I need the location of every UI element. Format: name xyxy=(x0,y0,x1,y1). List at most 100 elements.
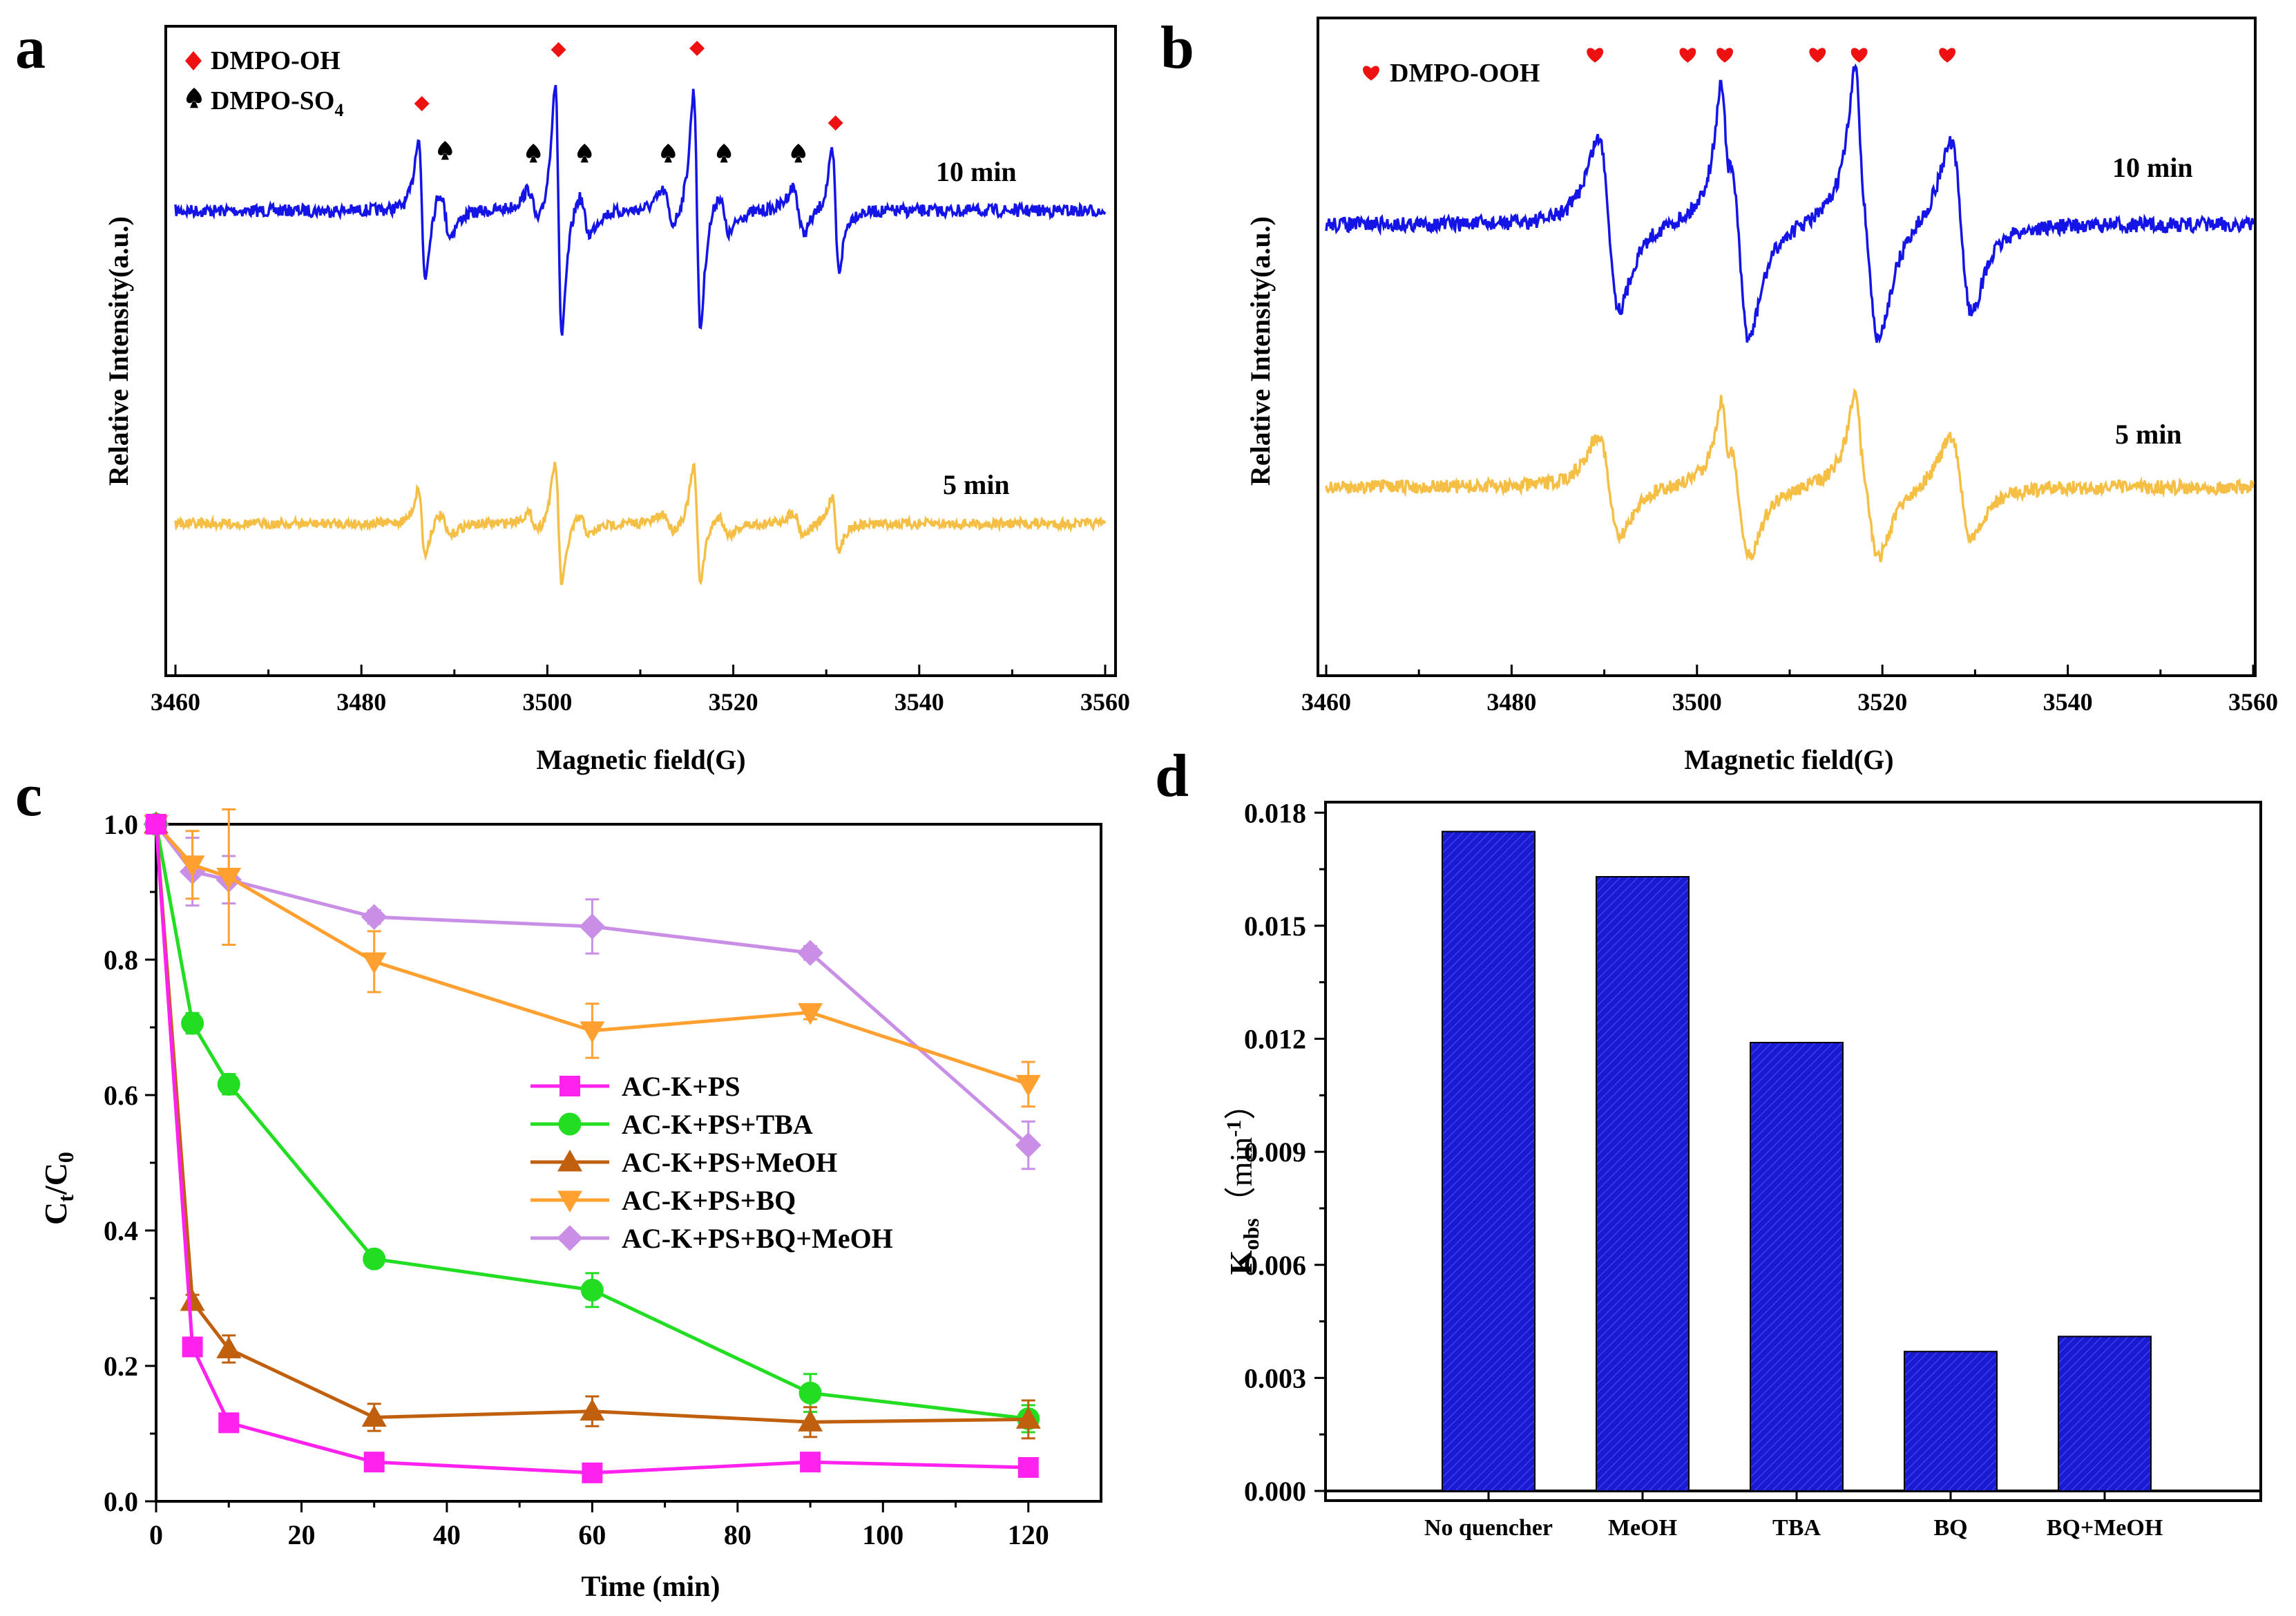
panel-a-x-tick-label: 3500 xyxy=(522,688,572,716)
panel-a-epr-chart: 3460 3480 3500 3520 3540 3560 Magnetic field(… xyxy=(103,25,1130,775)
panel-b-x-tick-label: 3540 xyxy=(2043,688,2093,716)
panel-b-x-tick-label: 3560 xyxy=(2228,688,2278,716)
point-ac-k-ps-meoh xyxy=(216,1336,242,1358)
panel-a-oh-peak-marker xyxy=(414,96,430,111)
panel-b-ooh-peak-marker xyxy=(1587,48,1604,63)
point-ac-k-ps-bq xyxy=(180,855,205,877)
panel-d-category-label-meoh: MeOH xyxy=(1608,1515,1677,1541)
point-ac-k-ps-meoh xyxy=(580,1398,605,1421)
panel-a-frame xyxy=(164,25,1117,677)
panel-b-frame xyxy=(1317,17,2257,677)
panel-b-legend-heart-icon xyxy=(1363,66,1379,81)
point-ac-k-ps xyxy=(582,1462,603,1483)
series-line-ac-k-ps-bq-meoh xyxy=(155,823,1030,1147)
panel-b-series-label-5min: 5 min xyxy=(2115,419,2182,450)
panel-c-x-tick-label: 120 xyxy=(1008,1519,1049,1550)
legend-label-4: AC-K+PS+BQ+MeOH xyxy=(622,1223,893,1254)
point-ac-k-ps-bq xyxy=(580,1021,605,1043)
bar-tba xyxy=(1750,1041,1844,1492)
panel-d-y-tick-label: 0.018 xyxy=(1244,797,1306,828)
point-ac-k-ps-tba xyxy=(363,1247,386,1271)
point-ac-k-ps-tba xyxy=(181,1011,204,1035)
panel-a-x-tick-label: 3520 xyxy=(709,688,758,716)
panel-b-ooh-peak-marker xyxy=(1939,48,1956,63)
panel-a-x-tick-label: 3460 xyxy=(151,688,200,716)
panel-c-x-axis-label: Time (min) xyxy=(581,1571,720,1603)
panel-b-epr-chart: 3460 3480 3500 3520 3540 3560 Magnetic field(… xyxy=(1245,17,2278,775)
point-ac-k-ps-tba xyxy=(217,1072,240,1096)
point-ac-k-ps xyxy=(146,814,166,835)
point-ac-k-ps-meoh xyxy=(798,1409,823,1432)
point-ac-k-ps-bq-meoh xyxy=(361,904,388,931)
legend-marker-1 xyxy=(558,1112,582,1136)
panel-d-y-tick-label: 0.009 xyxy=(1244,1137,1306,1168)
panel-d-category-label-bq: BQ xyxy=(1933,1515,1967,1541)
panel-d-bars xyxy=(1442,830,2152,1492)
point-ac-k-ps-bq xyxy=(1015,1074,1041,1097)
point-ac-k-ps-tba xyxy=(798,1381,822,1405)
panel-d-category-label-tba: TBA xyxy=(1772,1515,1821,1541)
panel-a-x-tick-label: 3480 xyxy=(336,688,386,716)
panel-label-b: b xyxy=(1160,15,1194,82)
bar-meoh xyxy=(1596,875,1690,1492)
panel-d-y-axis-label: Kobs（min-1） xyxy=(1223,1088,1263,1275)
legend-label-0: AC-K+PS xyxy=(622,1071,740,1102)
panel-a-series-5min-line xyxy=(174,462,1107,586)
panel-a-so4-peak-marker xyxy=(577,144,592,163)
legend-marker-4 xyxy=(557,1225,583,1251)
panel-a-x-ticks: 3460 3480 3500 3520 3540 3560 xyxy=(151,665,1130,716)
panel-a-so4-peak-marker xyxy=(661,144,676,163)
panel-c-x-tick-label: 60 xyxy=(578,1519,606,1550)
panel-b-x-tick-label: 3460 xyxy=(1301,688,1351,716)
panel-d-bar-chart: 0.000 0.003 0.006 0.009 0.012 0.015 0.018 No qu… xyxy=(1223,797,2262,1541)
panel-b-series-label-10min: 10 min xyxy=(2112,152,2193,183)
panel-a-oh-peak-marker xyxy=(827,115,843,131)
point-ac-k-ps-bq xyxy=(798,1002,823,1025)
panel-a-peak-markers xyxy=(414,41,843,163)
panel-c-y-tick-label: 0.6 xyxy=(104,1080,138,1111)
panel-a-legend-spade-icon xyxy=(186,88,202,108)
panel-c-kinetics-chart: 0 20 40 60 80 100 120 0.0 0.2 0.4 0.6 0.8 1.0 Time (… xyxy=(38,808,1102,1603)
point-ac-k-ps xyxy=(182,1336,203,1358)
panel-a-series-10min-line xyxy=(174,84,1107,336)
panel-d-y-tick-label: 0.012 xyxy=(1244,1024,1306,1055)
point-ac-k-ps-bq-meoh xyxy=(579,913,606,940)
bar-bq xyxy=(1904,1351,1998,1492)
panel-label-c: c xyxy=(15,762,42,829)
panel-a-so4-peak-marker xyxy=(526,144,541,163)
panel-b-x-tick-label: 3520 xyxy=(1857,688,1907,716)
panel-a-series-label-10min: 10 min xyxy=(936,156,1017,187)
panel-a-so4-peak-marker xyxy=(438,141,452,160)
point-ac-k-ps-bq xyxy=(216,867,242,890)
panel-a-x-tick-label: 3540 xyxy=(895,688,944,716)
panel-d-y-tick-label: 0.003 xyxy=(1244,1362,1306,1394)
panel-d-y-tick-label: 0.000 xyxy=(1244,1476,1306,1507)
bar-no-quencher xyxy=(1442,830,1536,1492)
panel-a-so4-peak-marker xyxy=(716,144,731,163)
point-ac-k-ps-meoh xyxy=(361,1405,387,1427)
panel-a-x-axis-label: Magnetic field(G) xyxy=(536,744,745,775)
panel-b-x-tick-label: 3500 xyxy=(1672,688,1722,716)
panel-b-peak-markers xyxy=(1587,48,1956,63)
legend-label-3: AC-K+PS+BQ xyxy=(622,1185,796,1216)
panel-b-ooh-peak-marker xyxy=(1679,48,1696,63)
panel-b-ooh-peak-marker xyxy=(1850,48,1868,63)
panel-c-y-tick-label: 1.0 xyxy=(104,809,138,840)
panel-c-legend: AC-K+PS AC-K+PS+TBA AC-K+PS+MeOH AC-K+PS+BQ… xyxy=(530,1071,893,1254)
panel-b-x-ticks: 3460 3480 3500 3520 3540 3560 xyxy=(1301,665,2278,716)
panel-c-x-tick-label: 100 xyxy=(862,1519,903,1550)
panel-c-x-tick-label: 0 xyxy=(149,1519,163,1550)
point-ac-k-ps-meoh xyxy=(1015,1407,1041,1429)
point-ac-k-ps xyxy=(218,1412,240,1434)
legend-marker-3 xyxy=(557,1190,582,1213)
panel-c-y-tick-label: 0.0 xyxy=(104,1486,138,1517)
panel-label-a: a xyxy=(15,15,46,82)
panel-b-ooh-peak-marker xyxy=(1809,48,1826,63)
panel-label-d: d xyxy=(1155,743,1189,810)
panel-c-y-tick-label: 0.8 xyxy=(104,944,138,976)
panel-b-series-10min-line xyxy=(1325,63,2255,344)
panel-d-y-tick-label: 0.015 xyxy=(1244,911,1306,942)
legend-marker-0 xyxy=(559,1076,580,1096)
panel-a-series-label-5min: 5 min xyxy=(943,469,1010,500)
